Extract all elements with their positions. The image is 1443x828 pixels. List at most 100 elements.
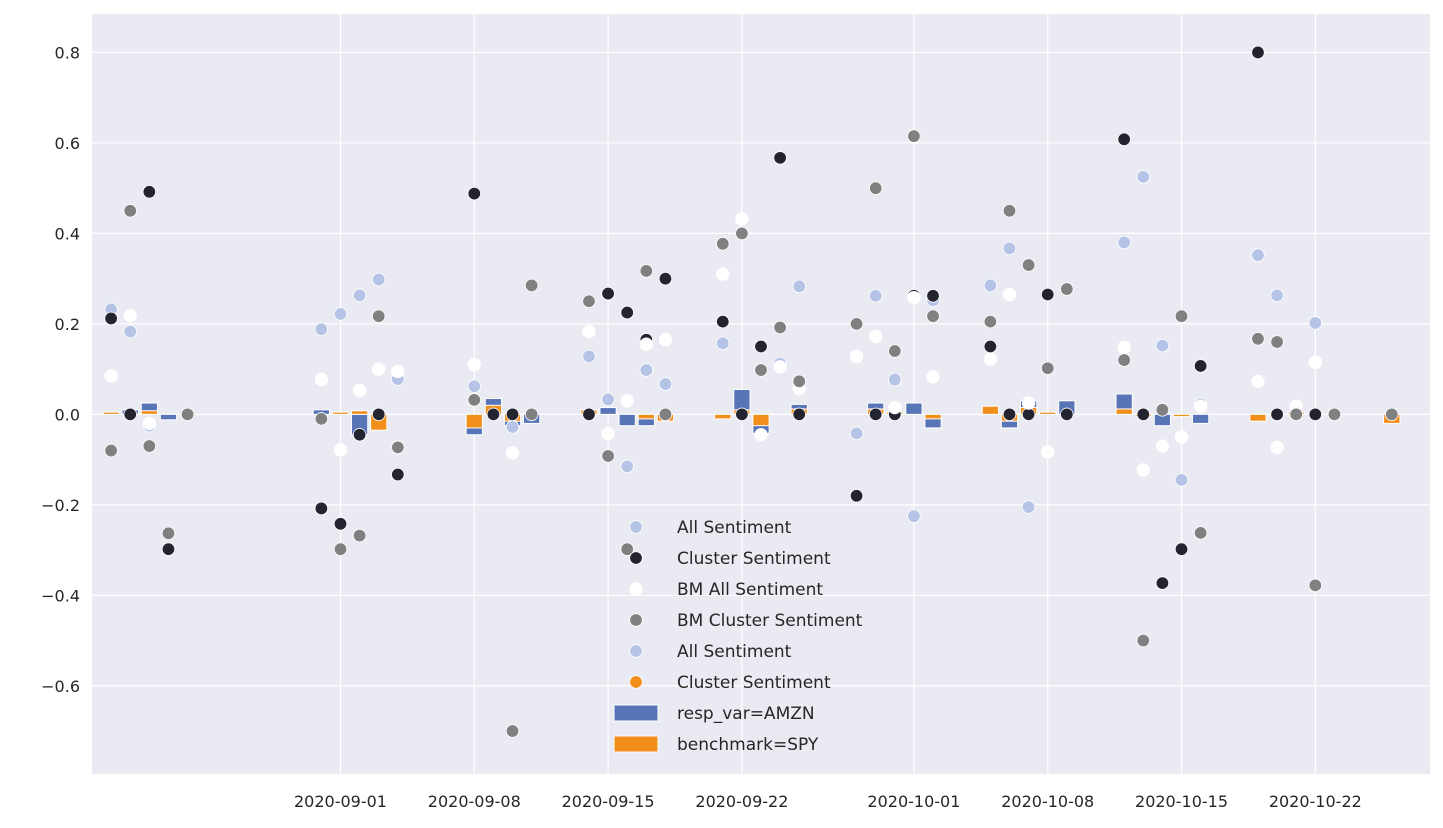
legend-label: benchmark=SPY — [677, 735, 819, 755]
dot-cluster-sentiment — [754, 339, 768, 354]
bar-benchmark-spy — [1115, 408, 1133, 415]
dot-bm-cluster-sentiment — [372, 309, 386, 323]
dot-cluster-sentiment — [582, 407, 596, 422]
dot-cluster-sentiment — [467, 186, 481, 201]
dot-bm-cluster-sentiment — [582, 294, 596, 308]
dot-bm-cluster-sentiment — [1289, 407, 1303, 422]
bar-benchmark-spy — [637, 413, 655, 420]
bar-resp-var-amzn — [905, 402, 923, 415]
dot-bm-cluster-sentiment — [639, 264, 654, 278]
dot-bm-all-sentiment — [926, 370, 940, 384]
bar-resp-var-amzn — [1192, 413, 1210, 424]
dot-series-layer — [104, 45, 1399, 738]
dot-bm-all-sentiment — [754, 428, 768, 442]
dot-cluster-sentiment — [983, 339, 998, 354]
dot-all-sentiment — [582, 349, 596, 364]
dot-all-sentiment — [1270, 288, 1284, 303]
plot-background — [92, 14, 1430, 774]
dot-cluster-sentiment — [1002, 407, 1017, 422]
dot-all-sentiment — [639, 363, 654, 377]
y-tick-label: −0.6 — [41, 677, 80, 696]
dot-all-sentiment — [314, 322, 329, 337]
dot-cluster-sentiment — [1041, 287, 1055, 302]
dot-bm-cluster-sentiment — [1385, 407, 1399, 422]
dot-cluster-sentiment — [601, 286, 615, 301]
legend-marker-dot — [629, 644, 643, 658]
y-tick-label: 0.2 — [55, 315, 80, 334]
dot-bm-all-sentiment — [123, 309, 137, 323]
dot-bm-cluster-sentiment — [1136, 633, 1150, 648]
dot-bm-all-sentiment — [372, 362, 386, 376]
dot-cluster-sentiment — [123, 407, 137, 422]
dot-bm-all-sentiment — [601, 427, 615, 441]
dot-bm-all-sentiment — [716, 267, 730, 281]
dot-cluster-sentiment — [792, 407, 806, 422]
dot-bm-all-sentiment — [1041, 445, 1055, 459]
dot-all-sentiment — [1117, 235, 1131, 250]
dot-bm-all-sentiment — [620, 394, 634, 408]
bar-benchmark-spy — [981, 405, 999, 415]
y-tick-label: 0.0 — [55, 405, 80, 424]
dot-all-sentiment — [352, 288, 367, 303]
legend-label: BM Cluster Sentiment — [677, 611, 863, 631]
legend-marker-dot — [629, 582, 643, 596]
dot-bm-cluster-sentiment — [983, 314, 998, 329]
dot-bm-cluster-sentiment — [1155, 403, 1170, 417]
dot-all-sentiment — [907, 509, 921, 523]
dot-bm-all-sentiment — [391, 364, 405, 379]
bar-resp-var-amzn — [159, 413, 178, 421]
dot-bm-cluster-sentiment — [735, 226, 749, 241]
dot-all-sentiment — [505, 420, 520, 434]
dot-all-sentiment — [1136, 170, 1150, 184]
dot-cluster-sentiment — [1060, 407, 1074, 422]
dot-bm-cluster-sentiment — [1308, 578, 1323, 593]
dot-all-sentiment — [620, 459, 634, 474]
dot-bm-all-sentiment — [333, 442, 348, 457]
dot-bm-cluster-sentiment — [849, 317, 864, 331]
dot-all-sentiment — [658, 377, 673, 391]
dot-all-sentiment — [1308, 316, 1323, 330]
dot-bm-cluster-sentiment — [1060, 282, 1074, 296]
x-tick-label: 2020-09-22 — [695, 792, 788, 811]
bar-benchmark-spy — [1172, 413, 1191, 418]
dot-cluster-sentiment — [658, 271, 673, 286]
legend-label: All Sentiment — [677, 518, 792, 538]
dot-cluster-sentiment — [868, 407, 883, 422]
dot-bm-cluster-sentiment — [1117, 353, 1131, 367]
dot-bm-cluster-sentiment — [467, 393, 481, 407]
y-axis-ticks: 0.8 0.6 0.4 0.2 0.0 −0.2 −0.4 −0.6 — [41, 43, 80, 695]
dot-bm-cluster-sentiment — [1251, 332, 1265, 346]
dot-bm-all-sentiment — [1193, 399, 1208, 413]
y-tick-label: 0.4 — [55, 224, 80, 243]
dot-bm-all-sentiment — [582, 324, 596, 339]
dot-cluster-sentiment — [1117, 132, 1131, 147]
bar-benchmark-spy — [714, 413, 732, 420]
dot-bm-cluster-sentiment — [1041, 361, 1055, 375]
dot-bm-all-sentiment — [352, 383, 367, 398]
dot-all-sentiment — [333, 307, 348, 321]
dot-bm-cluster-sentiment — [391, 440, 405, 455]
dot-bm-all-sentiment — [868, 329, 883, 344]
dot-all-sentiment — [792, 279, 806, 294]
dot-bm-cluster-sentiment — [888, 344, 902, 358]
dot-all-sentiment — [1155, 338, 1170, 353]
dot-cluster-sentiment — [486, 407, 501, 422]
dot-all-sentiment — [1021, 500, 1036, 514]
dot-all-sentiment — [1174, 473, 1189, 487]
dot-bm-all-sentiment — [314, 372, 329, 387]
dot-cluster-sentiment — [849, 489, 864, 503]
bar-benchmark-spy — [1249, 413, 1267, 422]
dot-bm-all-sentiment — [849, 349, 864, 364]
dot-bm-cluster-sentiment — [1174, 309, 1189, 323]
x-tick-label: 2020-09-08 — [428, 792, 521, 811]
dot-bm-cluster-sentiment — [180, 407, 195, 422]
dot-bm-all-sentiment — [658, 333, 673, 347]
dot-cluster-sentiment — [1308, 407, 1323, 422]
dot-bm-cluster-sentiment — [1002, 204, 1017, 218]
dot-bm-all-sentiment — [1021, 396, 1036, 410]
legend-label: All Sentiment — [677, 642, 792, 662]
legend-marker-dot — [629, 675, 643, 689]
y-tick-label: −0.2 — [41, 496, 80, 515]
bar-benchmark-spy — [331, 411, 350, 415]
